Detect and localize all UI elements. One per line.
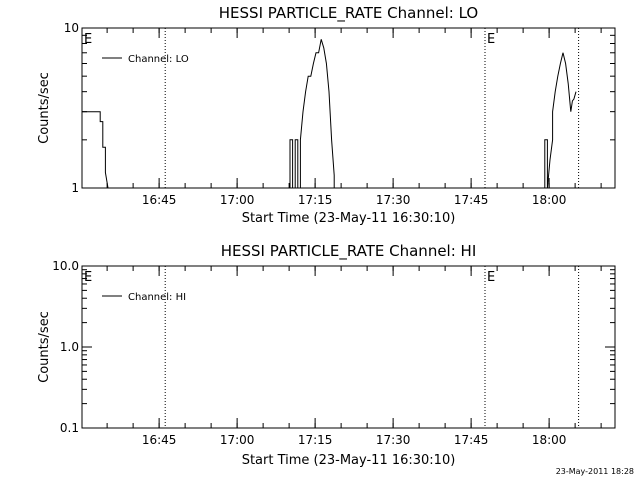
x-axis-label: Start Time (23-May-11 16:30:10) (242, 211, 456, 226)
y-tick-label: 0.1 (60, 421, 79, 435)
y-tick-label: 1.0 (60, 340, 79, 354)
x-tick-label: 17:45 (454, 433, 489, 447)
chart-panel-1: HESSI PARTICLE_RATE Channel: LO 1 10 16:45 1… (37, 4, 616, 226)
chart-title: HESSI PARTICLE_RATE Channel: HI (221, 242, 477, 261)
chart-panel-2: HESSI PARTICLE_RATE Channel: HI 0.1 1.0 10.… (37, 242, 616, 468)
event-label: E (84, 270, 92, 285)
x-axis-label: Start Time (23-May-11 16:30:10) (242, 453, 456, 468)
series-line (82, 39, 577, 189)
y-axis-label: Counts/sec (37, 311, 52, 383)
x-tick-label: 17:15 (298, 193, 333, 207)
event-label: E (487, 270, 495, 285)
event-label: E (84, 32, 92, 47)
plot-frame (81, 27, 616, 189)
x-tick-label: 18:00 (532, 193, 567, 207)
x-tick-label: 18:00 (532, 433, 567, 447)
legend-label: Channel: HI (128, 292, 186, 303)
y-tick-label: 1 (71, 181, 79, 195)
footer-date: 23-May-2011 18:28 (556, 467, 634, 476)
x-tick-label: 17:15 (298, 433, 333, 447)
x-tick-label: 17:45 (454, 193, 489, 207)
y-tick-label: 10 (64, 21, 79, 35)
plot-frame (81, 265, 616, 429)
y-axis-label: Counts/sec (37, 72, 52, 144)
x-tick-label: 17:00 (220, 433, 255, 447)
y-tick-label: 10.0 (52, 259, 79, 273)
x-tick-label: 17:00 (220, 193, 255, 207)
event-label: E (487, 32, 495, 47)
x-tick-label: 17:30 (376, 193, 411, 207)
chart-title: HESSI PARTICLE_RATE Channel: LO (219, 4, 478, 23)
x-tick-label: 16:45 (142, 193, 177, 207)
x-tick-label: 17:30 (376, 433, 411, 447)
legend-label: Channel: LO (128, 54, 189, 65)
x-tick-label: 16:45 (142, 433, 177, 447)
